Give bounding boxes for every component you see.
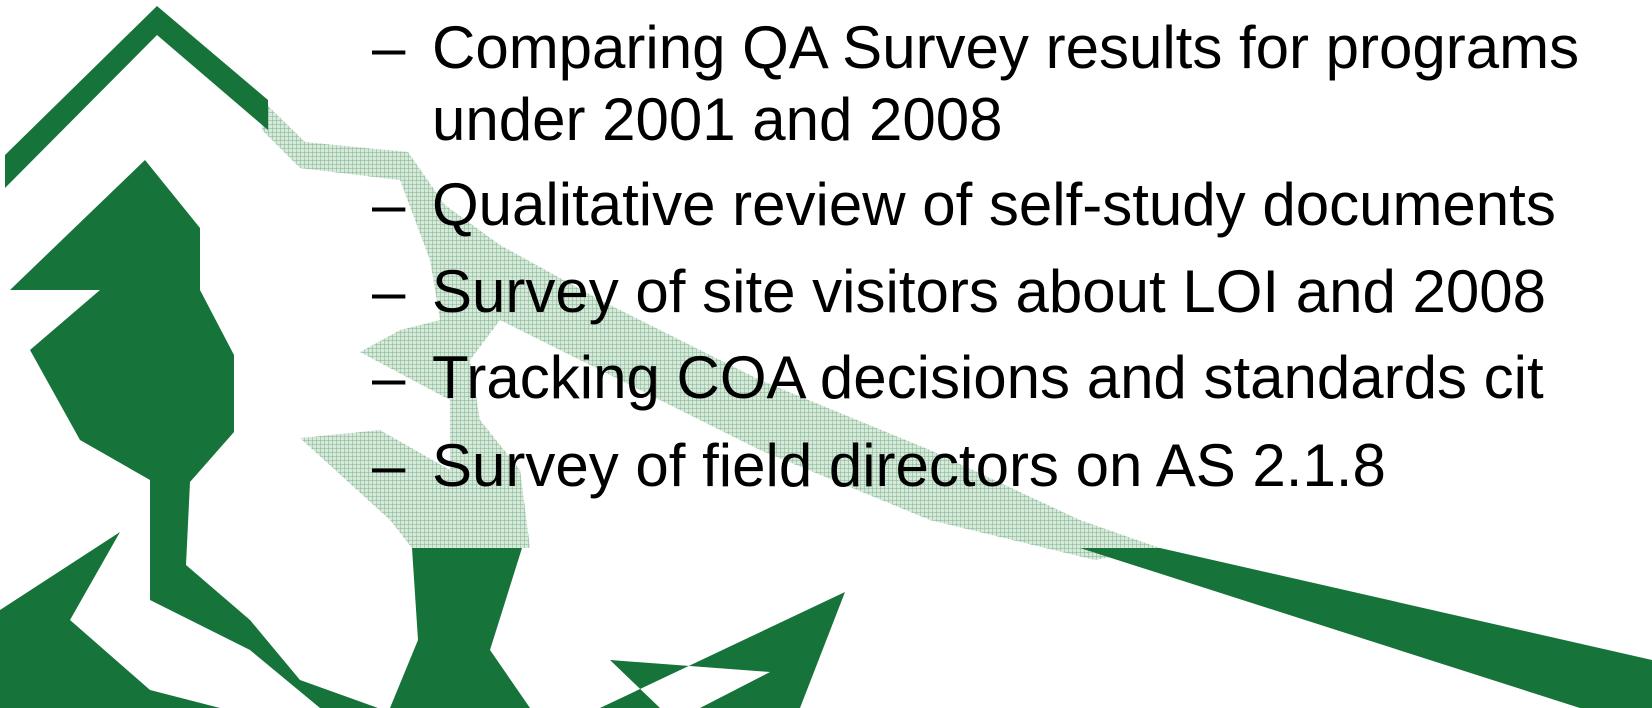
bullet-text: under 2001 and 2008 xyxy=(432,90,1003,150)
ridge-dark xyxy=(1080,548,1652,708)
bullet-marker: – xyxy=(372,175,405,235)
bullet-text: Tracking COA decisions and standards cit xyxy=(432,348,1544,408)
bullet-marker: – xyxy=(372,262,405,322)
spike xyxy=(600,592,845,708)
trunk xyxy=(390,548,530,708)
mountain-outline xyxy=(5,6,268,188)
bullet-text: Survey of site visitors about LOI and 20… xyxy=(432,262,1546,322)
bullet-marker: – xyxy=(372,436,405,496)
ground-left xyxy=(0,532,220,708)
slide: {"items": [ {"marker": "–", "lines": ["C… xyxy=(0,0,1652,708)
bullet-text: Survey of field directors on AS 2.1.8 xyxy=(432,436,1386,496)
bullet-text: Qualitative review of self-study documen… xyxy=(432,175,1556,235)
bullet-marker: – xyxy=(372,18,405,78)
bullet-marker: – xyxy=(372,348,405,408)
bullet-text: Comparing QA Survey results for programs xyxy=(432,18,1579,78)
